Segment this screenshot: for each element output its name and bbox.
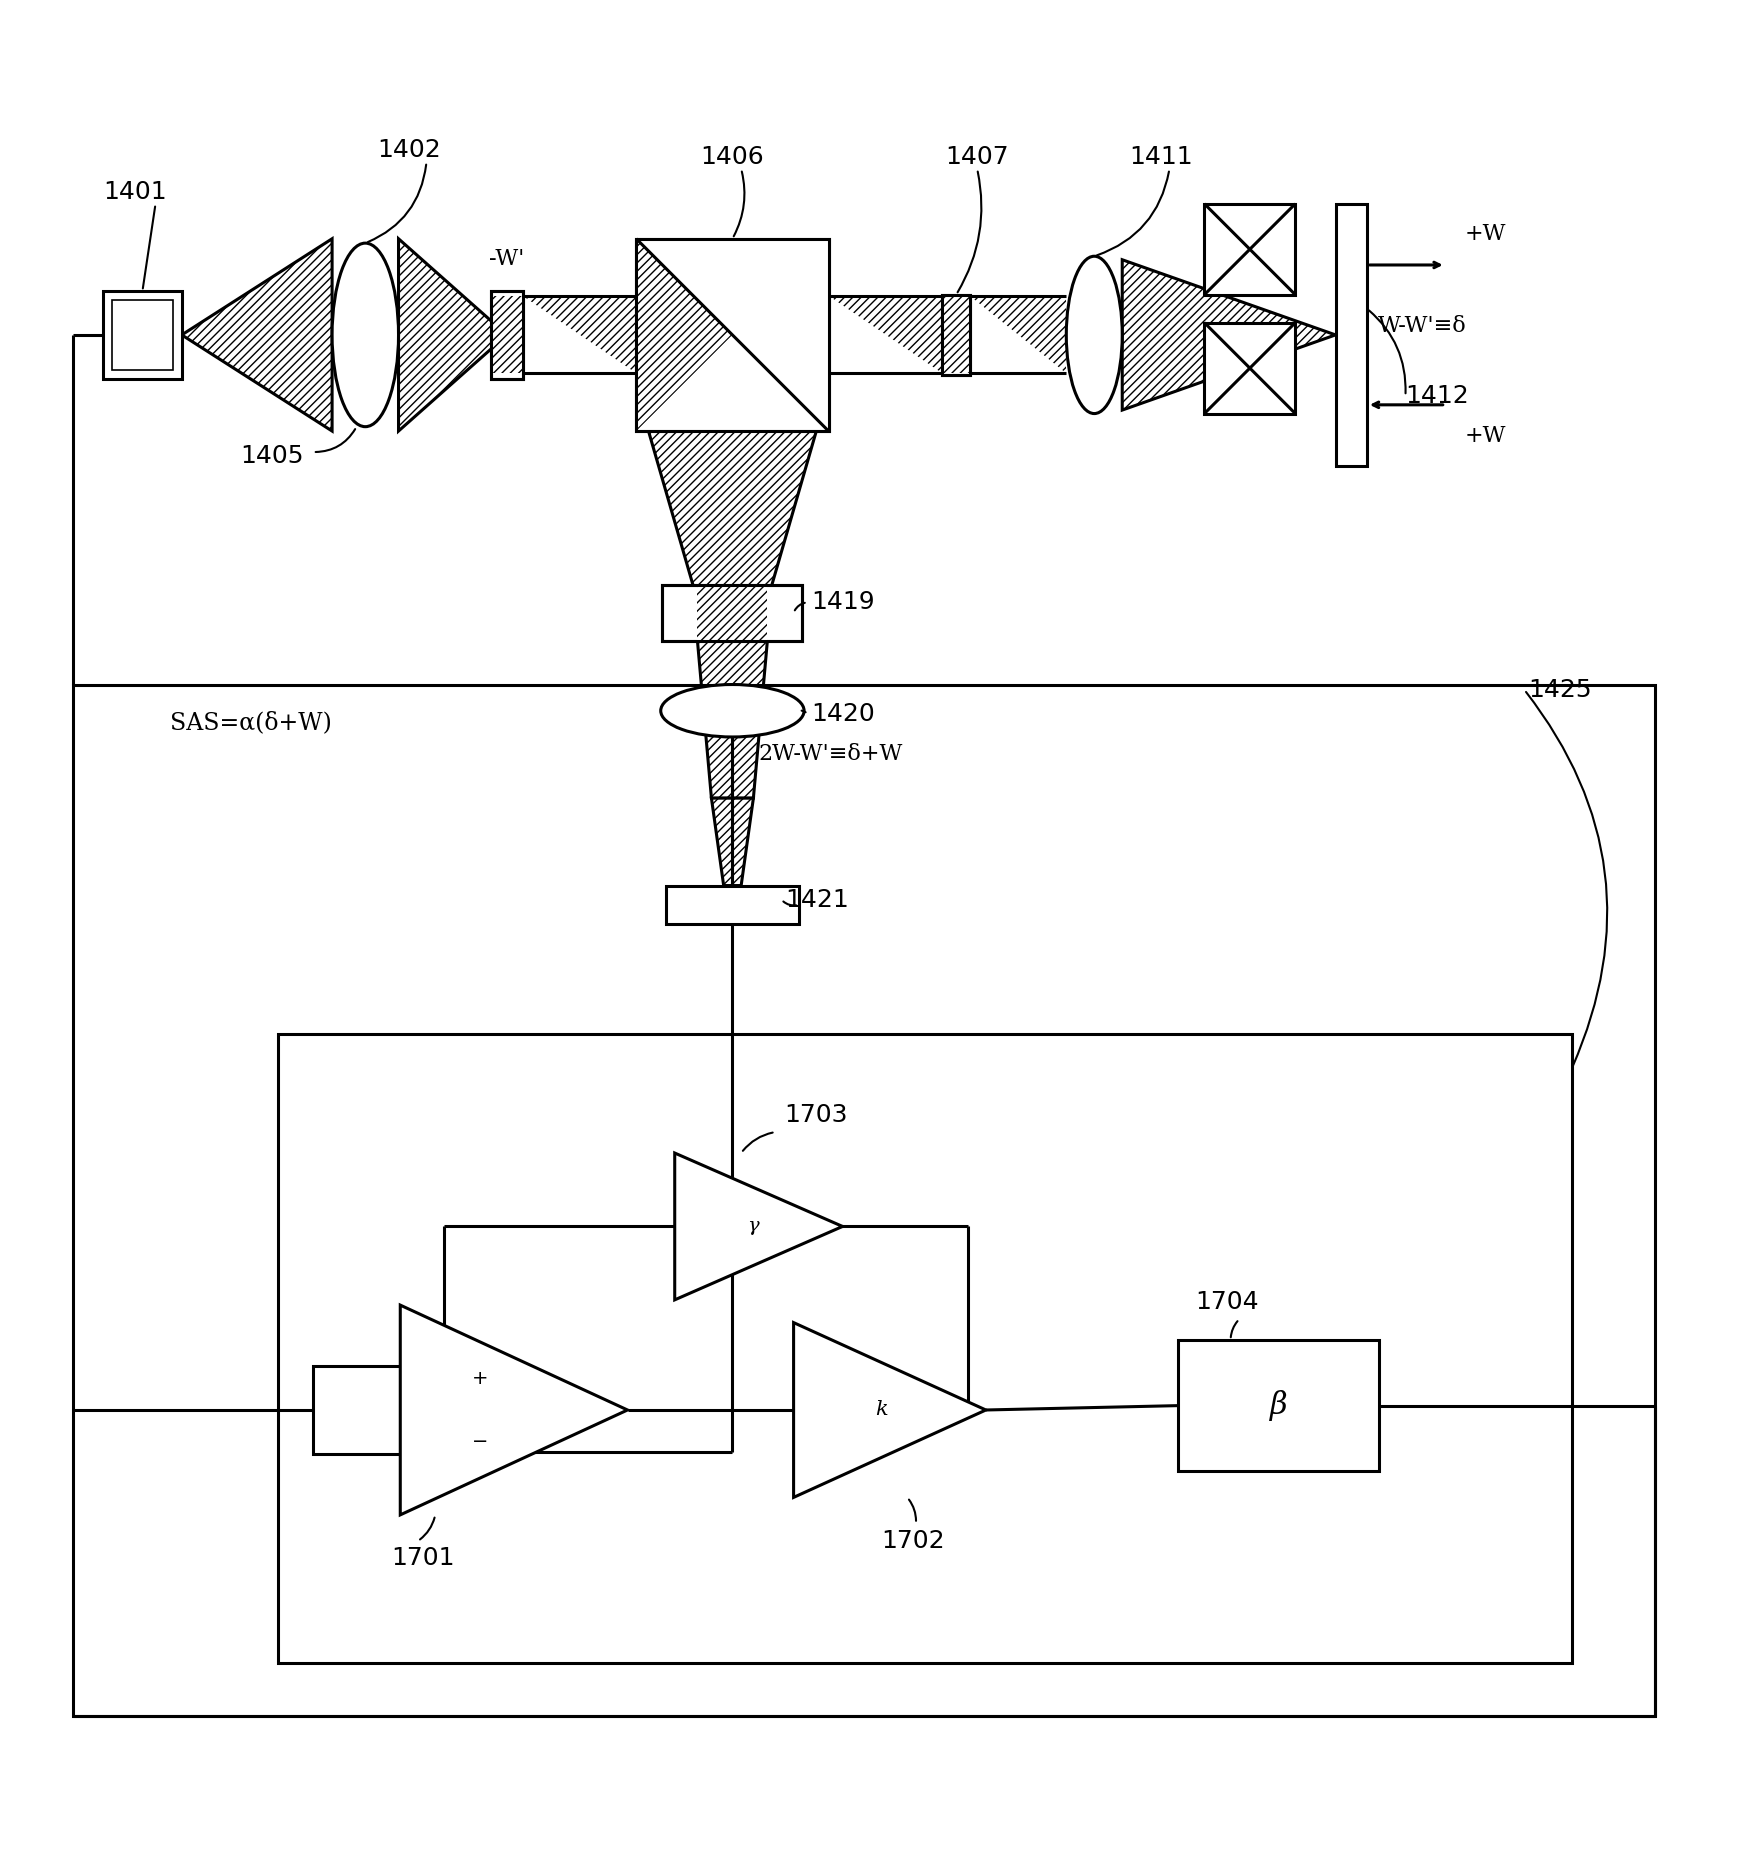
Bar bbox=[492, 296, 523, 373]
Text: 1420: 1420 bbox=[811, 702, 874, 726]
Bar bbox=[1205, 204, 1295, 295]
Bar bbox=[663, 585, 802, 642]
Text: β: β bbox=[1270, 1390, 1288, 1422]
Ellipse shape bbox=[1066, 257, 1122, 413]
Text: W-W'≡δ: W-W'≡δ bbox=[1378, 315, 1466, 338]
Bar bbox=[943, 296, 971, 373]
Polygon shape bbox=[648, 431, 816, 589]
Bar bbox=[636, 238, 828, 431]
Text: 1405: 1405 bbox=[241, 443, 305, 467]
Text: 1703: 1703 bbox=[784, 1103, 848, 1127]
Text: 1401: 1401 bbox=[104, 180, 167, 204]
Text: 1419: 1419 bbox=[811, 591, 874, 613]
Text: 1701: 1701 bbox=[391, 1546, 455, 1570]
Bar bbox=[943, 295, 971, 375]
Text: 1702: 1702 bbox=[881, 1529, 944, 1553]
Polygon shape bbox=[828, 296, 943, 373]
Polygon shape bbox=[523, 296, 636, 373]
Text: +W: +W bbox=[1464, 223, 1507, 244]
Text: γ: γ bbox=[747, 1218, 759, 1236]
Bar bbox=[1336, 204, 1367, 465]
Polygon shape bbox=[793, 1323, 987, 1497]
Text: +: + bbox=[472, 1369, 488, 1388]
Text: 1704: 1704 bbox=[1196, 1291, 1260, 1313]
Text: 1406: 1406 bbox=[701, 144, 765, 169]
Polygon shape bbox=[400, 1306, 627, 1516]
Polygon shape bbox=[698, 642, 768, 797]
Text: −: − bbox=[472, 1431, 488, 1450]
Ellipse shape bbox=[661, 685, 803, 737]
Text: SAS=α(δ+W): SAS=α(δ+W) bbox=[169, 711, 331, 735]
Polygon shape bbox=[712, 797, 754, 885]
Polygon shape bbox=[636, 238, 828, 431]
Bar bbox=[278, 1034, 1572, 1664]
Text: +W: +W bbox=[1464, 426, 1507, 446]
Polygon shape bbox=[675, 1154, 842, 1300]
Text: k: k bbox=[874, 1401, 888, 1420]
Bar bbox=[314, 1366, 409, 1454]
Text: 1421: 1421 bbox=[784, 887, 849, 912]
Text: 1412: 1412 bbox=[1406, 385, 1470, 409]
Text: 1425: 1425 bbox=[1528, 677, 1591, 702]
Bar bbox=[111, 300, 173, 370]
Bar bbox=[104, 291, 181, 379]
Polygon shape bbox=[971, 296, 1066, 373]
Bar bbox=[666, 885, 798, 925]
Bar bbox=[74, 685, 1656, 1717]
Bar bbox=[689, 431, 775, 448]
Bar bbox=[1179, 1339, 1380, 1471]
Ellipse shape bbox=[331, 244, 398, 426]
Bar bbox=[1205, 323, 1295, 413]
Bar bbox=[492, 291, 523, 379]
Polygon shape bbox=[636, 238, 828, 431]
Text: 1407: 1407 bbox=[946, 144, 1010, 169]
Text: -W': -W' bbox=[490, 248, 525, 270]
Polygon shape bbox=[181, 238, 331, 431]
Bar bbox=[492, 291, 523, 379]
Bar bbox=[943, 295, 971, 375]
Text: 1411: 1411 bbox=[1129, 144, 1193, 169]
Polygon shape bbox=[398, 238, 507, 431]
Polygon shape bbox=[1122, 259, 1336, 411]
Bar bbox=[663, 585, 802, 642]
Text: 1402: 1402 bbox=[377, 137, 440, 161]
Bar bbox=[636, 238, 828, 431]
Text: 2W-W'≡δ+W: 2W-W'≡δ+W bbox=[759, 743, 902, 765]
Bar bbox=[698, 585, 768, 642]
